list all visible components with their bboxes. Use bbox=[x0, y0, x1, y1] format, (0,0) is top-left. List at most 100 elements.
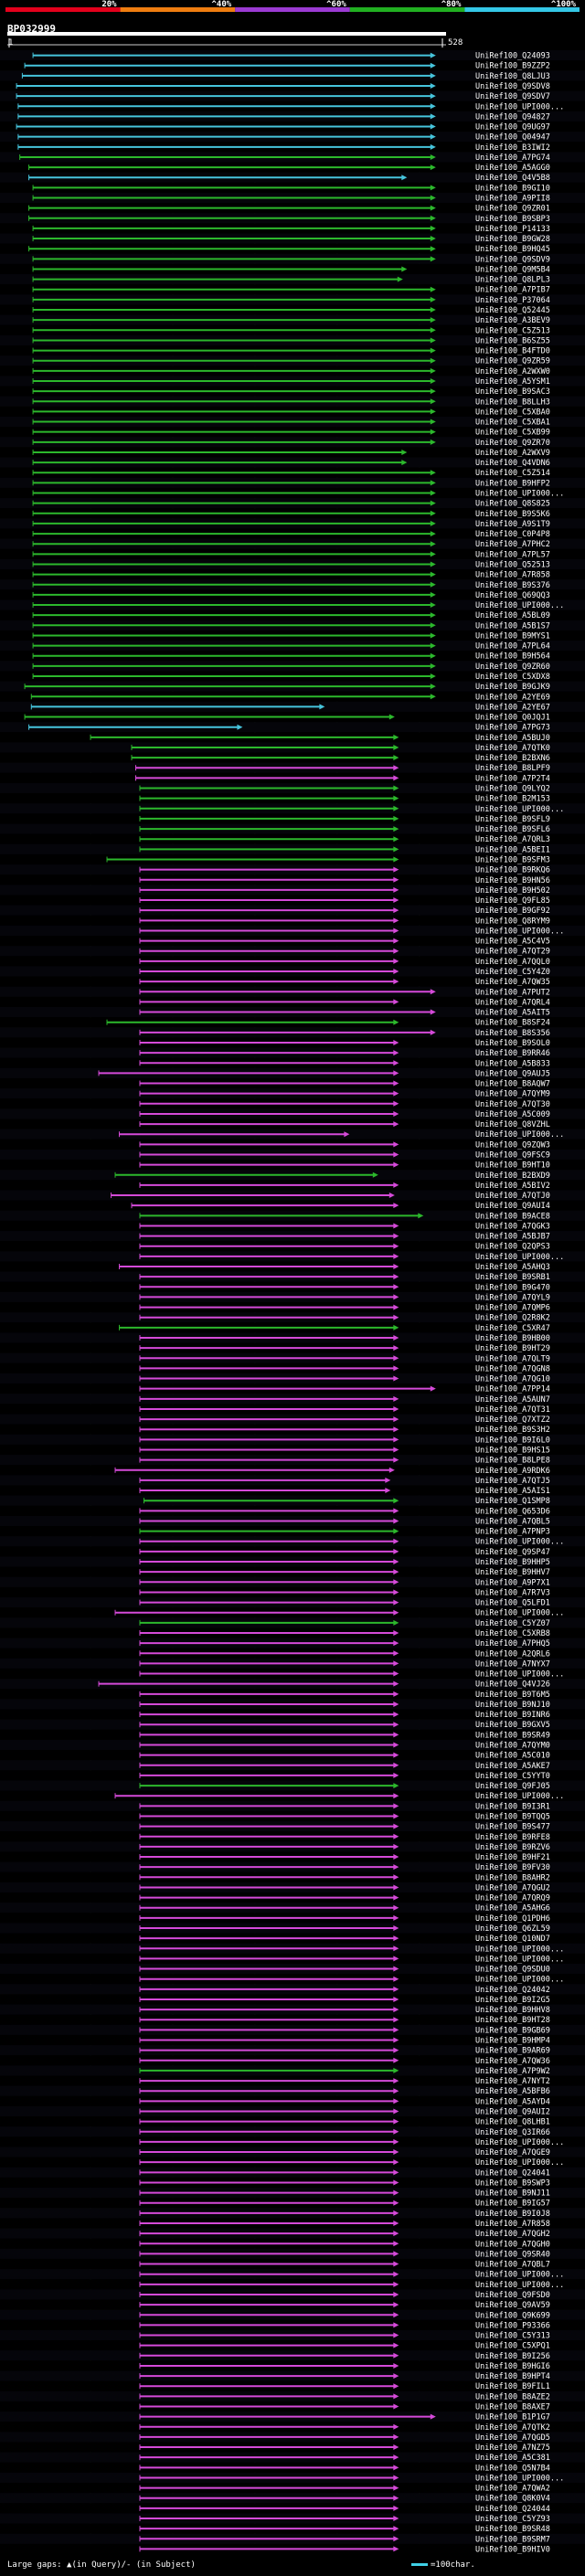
hit-label[interactable]: UniRef100_C5XBA0 bbox=[475, 408, 550, 417]
hit-label[interactable]: UniRef100_B9I3R1 bbox=[475, 1802, 550, 1811]
hit-label[interactable]: UniRef100_Q3IR66 bbox=[475, 2128, 550, 2137]
hit-label[interactable]: UniRef100_UPI000... bbox=[475, 1976, 564, 1985]
hit-label[interactable]: UniRef100_A2WXV9 bbox=[475, 449, 550, 458]
hit-label[interactable]: UniRef100_B9SWP3 bbox=[475, 2178, 550, 2188]
hit-label[interactable]: UniRef100_C5YZ93 bbox=[475, 2515, 550, 2524]
hit-label[interactable]: UniRef100_A7QW36 bbox=[475, 2057, 550, 2066]
hit-label[interactable]: UniRef100_Q9FJ05 bbox=[475, 1782, 550, 1791]
hit-label[interactable]: UniRef100_Q8LPL3 bbox=[475, 276, 550, 285]
hit-label[interactable]: UniRef100_A7QW35 bbox=[475, 978, 550, 987]
hit-label[interactable]: UniRef100_A5AHG6 bbox=[475, 1904, 550, 1913]
hit-label[interactable]: UniRef100_Q9FSC9 bbox=[475, 1150, 550, 1160]
hit-label[interactable]: UniRef100_P93366 bbox=[475, 2321, 550, 2330]
hit-label[interactable]: UniRef100_B9TQQ5 bbox=[475, 1812, 550, 1821]
hit-label[interactable]: UniRef100_A7PL57 bbox=[475, 550, 550, 559]
hit-label[interactable]: UniRef100_B8LLH3 bbox=[475, 398, 550, 407]
hit-label[interactable]: UniRef100_A2QRL6 bbox=[475, 1649, 550, 1659]
hit-label[interactable]: UniRef100_A3BEV9 bbox=[475, 316, 550, 325]
hit-label[interactable]: UniRef100_Q24093 bbox=[475, 52, 550, 61]
hit-label[interactable]: UniRef100_B9SRB1 bbox=[475, 1273, 550, 1282]
hit-label[interactable]: UniRef100_Q69QQ3 bbox=[475, 591, 550, 600]
hit-label[interactable]: UniRef100_B9RFE8 bbox=[475, 1833, 550, 1842]
hit-label[interactable]: UniRef100_B8AQW7 bbox=[475, 1080, 550, 1089]
hit-label[interactable]: UniRef100_B9H564 bbox=[475, 652, 550, 662]
hit-label[interactable]: UniRef100_B9GI10 bbox=[475, 184, 550, 193]
hit-label[interactable]: UniRef100_A5BL09 bbox=[475, 611, 550, 620]
hit-label[interactable]: UniRef100_A9RDK6 bbox=[475, 1467, 550, 1476]
hit-label[interactable]: UniRef100_B8AXE7 bbox=[475, 2402, 550, 2412]
hit-label[interactable]: UniRef100_A7PUT2 bbox=[475, 988, 550, 997]
hit-label[interactable]: UniRef100_Q9K699 bbox=[475, 2311, 550, 2320]
hit-label[interactable]: UniRef100_A7QGD5 bbox=[475, 2433, 550, 2443]
hit-label[interactable]: UniRef100_UPI000... bbox=[475, 1670, 564, 1680]
hit-label[interactable]: UniRef100_B9HHV7 bbox=[475, 1568, 550, 1577]
hit-label[interactable]: UniRef100_C5XPQ1 bbox=[475, 2342, 550, 2351]
hit-label[interactable]: UniRef100_B8AZE2 bbox=[475, 2392, 550, 2401]
hit-label[interactable]: UniRef100_B9FV30 bbox=[475, 1863, 550, 1872]
hit-label[interactable]: UniRef100_A7QTJ0 bbox=[475, 1192, 550, 1201]
hit-label[interactable]: UniRef100_B9HMP4 bbox=[475, 2037, 550, 2046]
hit-label[interactable]: UniRef100_A2WXW0 bbox=[475, 367, 550, 376]
hit-label[interactable]: UniRef100_B2BXN6 bbox=[475, 754, 550, 763]
hit-label[interactable]: UniRef100_B9SFL9 bbox=[475, 815, 550, 824]
hit-label[interactable]: UniRef100_A2YE67 bbox=[475, 703, 550, 712]
hit-label[interactable]: UniRef100_UPI000... bbox=[475, 927, 564, 936]
hit-label[interactable]: UniRef100_A7PHQ5 bbox=[475, 1639, 550, 1648]
hit-label[interactable]: UniRef100_C5XRB8 bbox=[475, 1629, 550, 1638]
hit-label[interactable]: UniRef100_A5B1S7 bbox=[475, 621, 550, 631]
hit-label[interactable]: UniRef100_B9H502 bbox=[475, 886, 550, 896]
hit-label[interactable]: UniRef100_C5YYT0 bbox=[475, 1772, 550, 1781]
hit-label[interactable]: UniRef100_A5AGG0 bbox=[475, 164, 550, 173]
hit-label[interactable]: UniRef100_B9GB69 bbox=[475, 2026, 550, 2035]
hit-label[interactable]: UniRef100_C5Y313 bbox=[475, 2332, 550, 2341]
hit-label[interactable]: UniRef100_A5AYD4 bbox=[475, 2097, 550, 2106]
hit-label[interactable]: UniRef100_Q9FSD0 bbox=[475, 2291, 550, 2300]
hit-label[interactable]: UniRef100_C5YZ07 bbox=[475, 1619, 550, 1628]
hit-label[interactable]: UniRef100_UPI000... bbox=[475, 2138, 564, 2147]
hit-label[interactable]: UniRef100_B9FIL1 bbox=[475, 2382, 550, 2391]
hit-label[interactable]: UniRef100_A7QRL3 bbox=[475, 835, 550, 844]
hit-label[interactable]: UniRef100_B9SFL6 bbox=[475, 825, 550, 834]
hit-label[interactable]: UniRef100_Q9UG97 bbox=[475, 123, 550, 133]
hit-label[interactable]: UniRef100_Q4VJ26 bbox=[475, 1680, 550, 1690]
hit-label[interactable]: UniRef100_B9HGI6 bbox=[475, 2362, 550, 2371]
hit-label[interactable]: UniRef100_A5BUJ0 bbox=[475, 734, 550, 743]
hit-label[interactable]: UniRef100_Q94827 bbox=[475, 112, 550, 122]
hit-label[interactable]: UniRef100_UPI000... bbox=[475, 2158, 564, 2168]
hit-label[interactable]: UniRef100_B9IG57 bbox=[475, 2200, 550, 2209]
hit-label[interactable]: UniRef100_Q8RYM9 bbox=[475, 917, 550, 926]
hit-label[interactable]: UniRef100_A7QGH0 bbox=[475, 2240, 550, 2249]
hit-label[interactable]: UniRef100_B9S5K6 bbox=[475, 510, 550, 519]
hit-label[interactable]: UniRef100_B9S3H2 bbox=[475, 1426, 550, 1435]
hit-label[interactable]: UniRef100_UPI000... bbox=[475, 2271, 564, 2280]
hit-label[interactable]: UniRef100_A7NYT2 bbox=[475, 2077, 550, 2086]
hit-label[interactable]: UniRef100_B8AHR2 bbox=[475, 1873, 550, 1882]
hit-label[interactable]: UniRef100_B9HHV8 bbox=[475, 2006, 550, 2015]
hit-label[interactable]: UniRef100_Q9SDU0 bbox=[475, 1966, 550, 1975]
hit-label[interactable]: UniRef100_Q8S825 bbox=[475, 500, 550, 509]
hit-label[interactable]: UniRef100_Q04947 bbox=[475, 133, 550, 143]
hit-label[interactable]: UniRef100_A7QTK2 bbox=[475, 2423, 550, 2433]
hit-label[interactable]: UniRef100_B9HS15 bbox=[475, 1447, 550, 1456]
hit-label[interactable]: UniRef100_B6SZ55 bbox=[475, 336, 550, 345]
hit-label[interactable]: UniRef100_B9GXV5 bbox=[475, 1721, 550, 1730]
hit-label[interactable]: UniRef100_C0P4P8 bbox=[475, 530, 550, 539]
hit-label[interactable]: UniRef100_A7QYM0 bbox=[475, 1742, 550, 1751]
hit-label[interactable]: UniRef100_Q5LFD1 bbox=[475, 1599, 550, 1608]
hit-label[interactable]: UniRef100_UPI000... bbox=[475, 490, 564, 499]
hit-label[interactable]: UniRef100_A9S1T9 bbox=[475, 520, 550, 529]
hit-label[interactable]: UniRef100_B9SR49 bbox=[475, 1731, 550, 1740]
hit-label[interactable]: UniRef100_A5AUN7 bbox=[475, 1395, 550, 1405]
hit-label[interactable]: UniRef100_P37064 bbox=[475, 296, 550, 305]
hit-label[interactable]: UniRef100_A7PNP3 bbox=[475, 1528, 550, 1537]
hit-label[interactable]: UniRef100_B9RZV6 bbox=[475, 1843, 550, 1852]
hit-label[interactable]: UniRef100_A7QGK3 bbox=[475, 1222, 550, 1231]
hit-label[interactable]: UniRef100_A5BIV2 bbox=[475, 1182, 550, 1191]
hit-label[interactable]: UniRef100_B9HT29 bbox=[475, 1344, 550, 1353]
hit-label[interactable]: UniRef100_Q1PDH6 bbox=[475, 1914, 550, 1924]
hit-label[interactable]: UniRef100_Q9LYQ2 bbox=[475, 785, 550, 794]
hit-label[interactable]: UniRef100_B1P1G7 bbox=[475, 2413, 550, 2422]
hit-label[interactable]: UniRef100_A7QT30 bbox=[475, 1100, 550, 1109]
hit-label[interactable]: UniRef100_A9PII8 bbox=[475, 195, 550, 204]
hit-label[interactable]: UniRef100_B9AR69 bbox=[475, 2047, 550, 2056]
